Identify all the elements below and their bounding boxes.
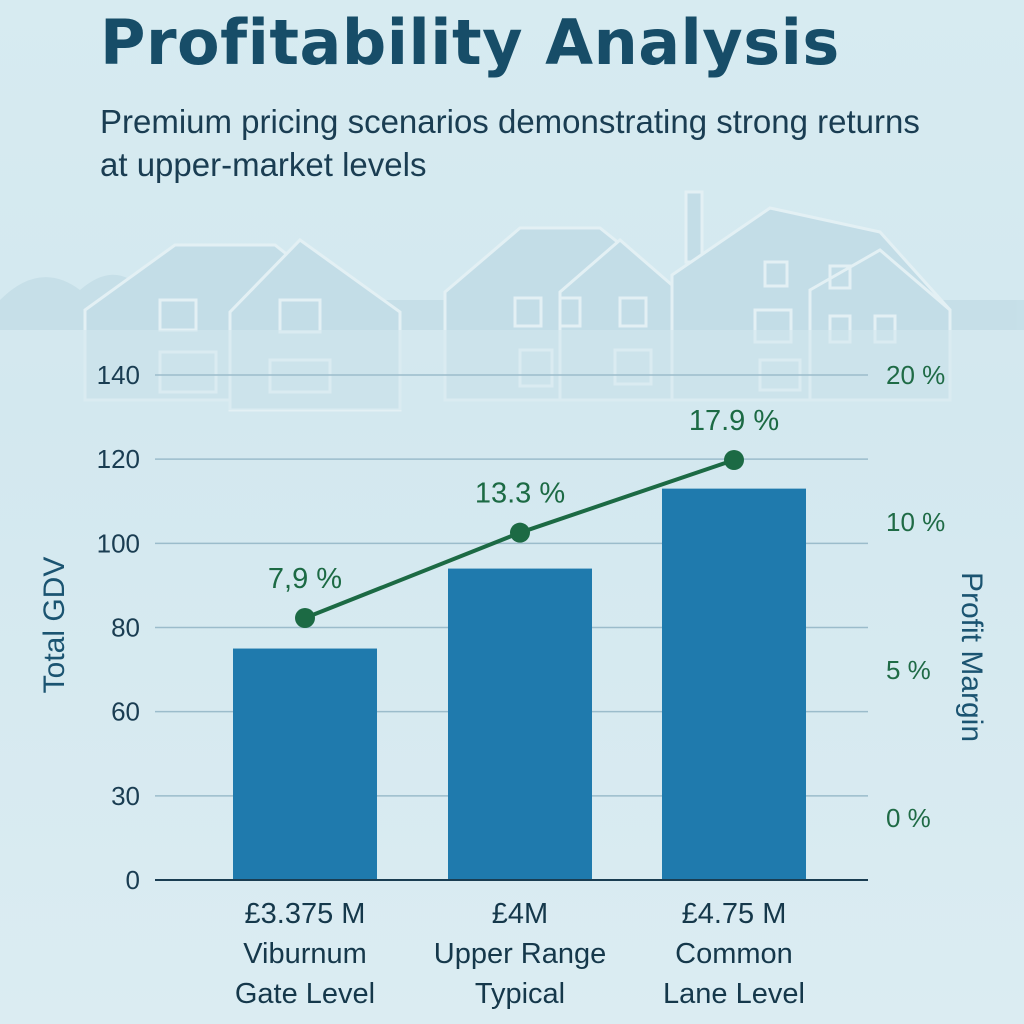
y2-tick-label: 10 %: [886, 507, 945, 537]
y-tick-label: 0: [126, 865, 140, 895]
bars: [233, 488, 806, 880]
x-tick-label: Gate Level: [235, 978, 375, 1010]
y-tick-label: 80: [111, 613, 140, 643]
y2-axis-ticks: 0 % 5 % 10 % 20 %: [886, 360, 945, 833]
y-tick-label: 30: [111, 781, 140, 811]
profit-margin-label: 17.9 %: [689, 405, 779, 437]
x-tick-label: Lane Level: [663, 978, 805, 1010]
y-tick-label: 120: [97, 444, 140, 474]
bar: [233, 648, 377, 880]
y2-tick-label: 5 %: [886, 655, 931, 685]
y-axis-label: Total GDV: [38, 557, 71, 694]
x-tick-label: Typical: [475, 978, 565, 1010]
y-tick-label: 100: [97, 528, 140, 558]
x-axis-labels: £3.375 M Viburnum Gate Level £4M Upper Range…: [235, 898, 805, 1010]
profit-margin-point: [510, 522, 530, 543]
x-tick-label: Common: [675, 938, 793, 970]
y-axis-ticks: 0 30 60 80 100 120 140: [97, 360, 140, 895]
profit-margin-label: 7,9 %: [268, 563, 342, 595]
y2-tick-label: 0 %: [886, 803, 931, 833]
y-tick-label: 140: [97, 360, 140, 390]
x-tick-label: Viburnum: [243, 938, 367, 970]
chart-title: Profitability Analysis: [100, 6, 840, 79]
profit-margin-point: [724, 450, 744, 470]
bar: [662, 488, 806, 880]
y-tick-label: 60: [111, 697, 140, 727]
x-tick-label: £3.375 M: [245, 898, 366, 930]
x-tick-label: Upper Range: [434, 938, 607, 970]
x-tick-label: £4.75 M: [682, 898, 787, 930]
y2-tick-label: 20 %: [886, 360, 945, 390]
profit-margin-label: 13.3 %: [475, 478, 565, 510]
y2-axis-label: Profit Margin: [955, 572, 988, 742]
chart-subtitle: Premium pricing scenarios demonstrating …: [100, 103, 920, 183]
profit-margin-points: 7,9 % 13.3 % 17.9 %: [268, 405, 779, 628]
bar: [448, 568, 592, 880]
x-tick-label: £4M: [492, 898, 548, 930]
profit-margin-point: [295, 608, 315, 628]
